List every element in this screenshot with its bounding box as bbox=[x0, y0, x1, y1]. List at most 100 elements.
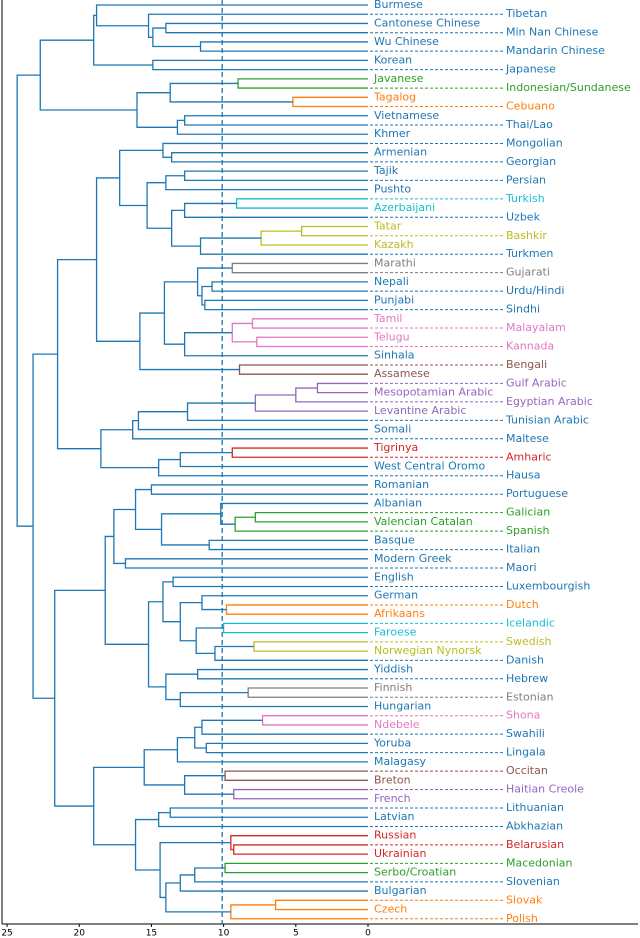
link bbox=[194, 726, 207, 749]
leaf-label: Gujarati bbox=[506, 266, 550, 279]
leaf-label: Gulf Arabic bbox=[506, 376, 567, 389]
link bbox=[230, 904, 368, 920]
link bbox=[113, 508, 136, 565]
link bbox=[220, 502, 368, 525]
leaf-label: Vietnamese bbox=[374, 109, 439, 122]
link bbox=[224, 862, 368, 874]
link bbox=[150, 484, 368, 495]
link bbox=[100, 429, 159, 469]
link bbox=[56, 258, 101, 450]
link bbox=[162, 581, 181, 623]
leaf-label: Somali bbox=[374, 423, 411, 436]
leaf-label: Italian bbox=[506, 543, 540, 556]
link bbox=[196, 668, 368, 680]
link bbox=[95, 4, 368, 27]
leaf-label: Urdu/Hindi bbox=[506, 284, 564, 297]
leaf-label: Mandarin Chinese bbox=[506, 44, 605, 57]
leaf-label: English bbox=[374, 570, 414, 583]
link bbox=[194, 867, 368, 883]
link bbox=[208, 539, 368, 551]
link bbox=[179, 452, 368, 468]
leaf-label: Malagasy bbox=[374, 755, 426, 768]
leaf-label: Swahili bbox=[506, 727, 545, 740]
leaf-label: Punjabi bbox=[374, 293, 414, 306]
leaf-label: Turkmen bbox=[505, 247, 553, 260]
link bbox=[152, 27, 201, 48]
link bbox=[199, 41, 368, 52]
link bbox=[54, 589, 106, 807]
link bbox=[137, 411, 368, 431]
leaf-label: Occitan bbox=[506, 764, 548, 777]
leaf-label: Tibetan bbox=[505, 7, 547, 20]
leaf-label: Marathi bbox=[374, 256, 416, 269]
leaf-label: Burmese bbox=[374, 0, 423, 11]
link bbox=[134, 818, 161, 871]
x-tick-label: 15 bbox=[146, 929, 157, 938]
leaf-label: Turkish bbox=[505, 192, 545, 205]
link bbox=[179, 691, 368, 708]
leaf-label: Macedonian bbox=[506, 856, 573, 869]
link bbox=[260, 230, 368, 246]
leaf-label: Maori bbox=[506, 561, 537, 574]
link bbox=[195, 627, 224, 655]
leaf-label: Russian bbox=[374, 829, 416, 842]
link bbox=[172, 576, 368, 588]
link bbox=[16, 74, 41, 527]
link bbox=[201, 285, 213, 306]
leaf-label: Belarusian bbox=[506, 838, 564, 851]
leaf-label: West Central Oromo bbox=[374, 460, 485, 473]
leaf-label: Mesopotamian Arabic bbox=[374, 386, 493, 399]
link bbox=[274, 899, 368, 911]
leaf-label: Assamese bbox=[374, 367, 430, 380]
link bbox=[292, 96, 368, 108]
leaf-label: Kannada bbox=[506, 340, 554, 353]
leaf-label: Yoruba bbox=[373, 736, 411, 749]
link bbox=[119, 149, 163, 207]
link bbox=[183, 170, 368, 182]
link bbox=[132, 419, 368, 440]
link bbox=[165, 175, 368, 191]
link bbox=[152, 59, 368, 71]
link bbox=[179, 601, 202, 642]
link bbox=[147, 13, 368, 38]
link bbox=[234, 516, 368, 532]
link bbox=[183, 332, 368, 357]
link bbox=[235, 198, 368, 209]
leaf-label: Finnish bbox=[374, 681, 412, 694]
link bbox=[165, 22, 368, 34]
leaf-label: Khmer bbox=[374, 127, 411, 140]
leaf-label: Hebrew bbox=[506, 672, 548, 685]
link bbox=[143, 749, 185, 786]
leaf-label: Portuguese bbox=[506, 487, 568, 500]
leaf-label: Icelandic bbox=[506, 616, 555, 629]
leaf-label: Wu Chinese bbox=[374, 35, 439, 48]
leaf-label: Tamil bbox=[373, 312, 402, 325]
leaf-label: Abkhazian bbox=[506, 819, 563, 832]
leaf-label: Japanese bbox=[505, 63, 556, 76]
link bbox=[231, 262, 368, 274]
leaf-label: Kazakh bbox=[374, 238, 414, 251]
leaf-label: Latvian bbox=[374, 810, 414, 823]
link bbox=[201, 719, 368, 735]
link bbox=[158, 811, 368, 828]
leaf-label: Uzbek bbox=[506, 210, 541, 223]
link bbox=[162, 142, 368, 158]
leaf-label: Danish bbox=[506, 653, 544, 666]
leaf-label: Estonian bbox=[506, 690, 553, 703]
link bbox=[170, 209, 201, 247]
link bbox=[163, 281, 198, 345]
leaf-label: Luxembourgish bbox=[506, 579, 590, 592]
link bbox=[183, 115, 368, 126]
leaf-label: Min Nan Chinese bbox=[506, 26, 599, 39]
leaf-label: Tatar bbox=[373, 220, 402, 233]
leaf-label: Afrikaans bbox=[374, 607, 425, 620]
x-tick-label: 5 bbox=[293, 929, 299, 938]
leaf-label: Levantine Arabic bbox=[374, 404, 466, 417]
link bbox=[124, 558, 368, 569]
link bbox=[104, 535, 149, 645]
link bbox=[205, 742, 368, 754]
leaf-label: Tajik bbox=[373, 164, 399, 177]
link bbox=[159, 841, 231, 899]
leaf-label: Hausa bbox=[506, 469, 540, 482]
link bbox=[222, 622, 368, 634]
